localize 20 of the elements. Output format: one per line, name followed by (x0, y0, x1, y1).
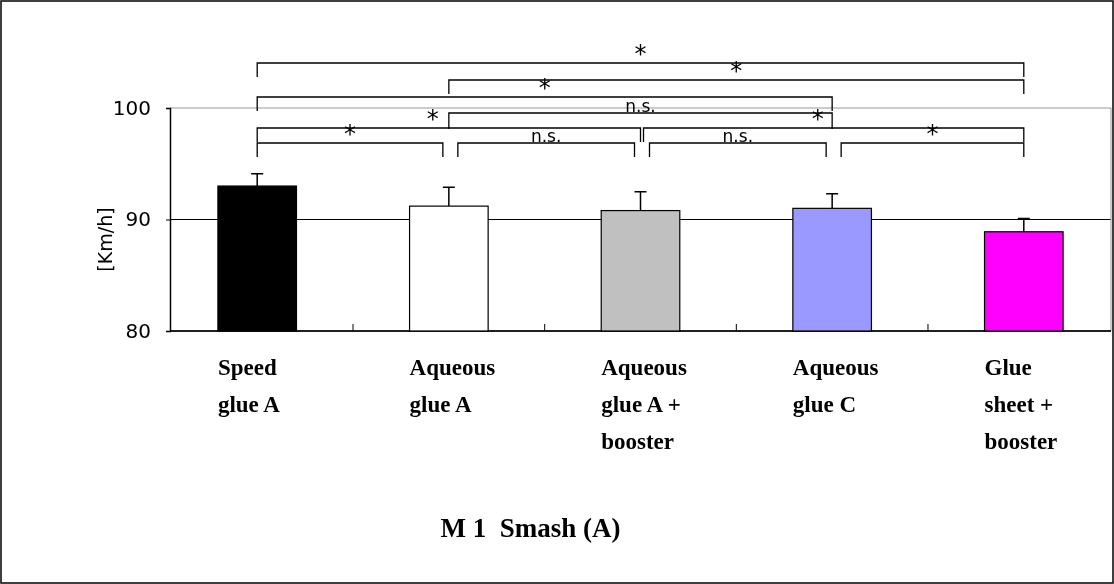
annotation: * (926, 120, 939, 148)
x-tick-label: Aqueous glue A (409, 355, 496, 417)
y-axis-title: [Km/h] (94, 207, 116, 272)
x-tick-label: Glue sheet + booster (984, 355, 1058, 454)
annotation: * (811, 105, 824, 133)
annotation: * (426, 105, 439, 133)
annotation: n.s. (530, 126, 562, 146)
text: M 1 Smash (A) (440, 513, 621, 543)
x-tick-label: Aqueous glue A + booster (601, 355, 687, 454)
y-tick-label: 100 (112, 95, 151, 120)
text: * (730, 57, 743, 85)
y-tick-label: 90 (125, 207, 151, 232)
annotation: * (344, 120, 357, 148)
annotation: n.s. (625, 96, 656, 116)
y-tick-label: 80 (125, 318, 151, 343)
text: * (634, 40, 647, 68)
x-tick-label: Aqueous glue C (792, 355, 879, 417)
x-tick-label: Speed glue A (217, 355, 281, 417)
text: * (538, 74, 551, 102)
annotation: n.s. (722, 126, 754, 146)
